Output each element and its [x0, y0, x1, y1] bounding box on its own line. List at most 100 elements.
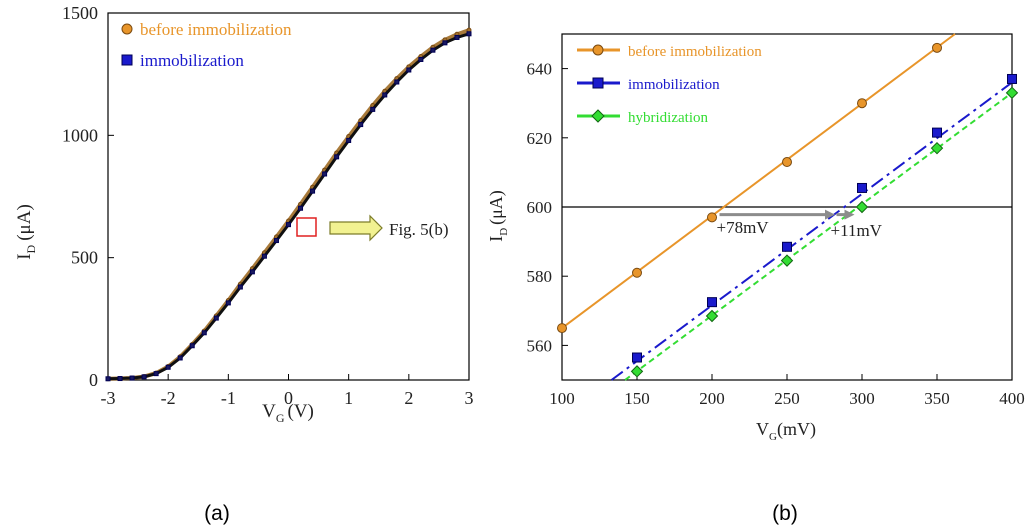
fit-line-b-immobilization [610, 81, 1013, 381]
point-a-immobilization-1 [117, 376, 123, 382]
point-a-immobilization-11 [237, 284, 243, 290]
annotation-fig5b: Fig. 5(b) [389, 220, 449, 239]
y-tick-label-b-3: 620 [527, 129, 553, 148]
zoom-box [296, 217, 317, 237]
y-tick-label-a-0: 0 [89, 370, 98, 390]
point-a-immobilization-27 [430, 47, 436, 53]
x-tick-label-b-6: 400 [999, 389, 1025, 408]
point-a-immobilization-5 [165, 364, 171, 370]
point-a-immobilization-20 [346, 137, 352, 143]
x-tick-label-a-5: 2 [404, 388, 413, 408]
y-axis-label-a-unit: (μA) [14, 204, 35, 241]
series-b [557, 33, 1019, 381]
legend-b: before immobilization immobilization hyb… [577, 44, 762, 126]
panel-caption-b: (b) [772, 502, 798, 525]
x-tick-label-b-5: 350 [924, 389, 950, 408]
point-b-immobilization-2 [782, 241, 792, 252]
legend-b-label-before: before immobilization [628, 44, 762, 60]
y-tick-label-a-1: 500 [71, 248, 98, 268]
y-tick-label-b-4: 640 [527, 60, 553, 79]
point-b-hybridization-3 [855, 200, 869, 214]
point-a-immobilization-0 [105, 376, 111, 382]
point-a-immobilization-14 [273, 238, 279, 244]
point-a-immobilization-6 [177, 355, 183, 361]
point-a-immobilization-25 [406, 67, 412, 73]
point-a-immobilization-29 [454, 34, 460, 40]
shift-arrow-0-head [825, 209, 835, 220]
point-a-immobilization-22 [370, 106, 376, 112]
x-tick-label-a-6: 3 [465, 388, 474, 408]
y-tick-label-b-2: 600 [527, 198, 553, 217]
legend-b-marker-hybridization [591, 109, 605, 123]
point-a-immobilization-18 [322, 171, 328, 177]
point-a-immobilization-30 [466, 31, 472, 37]
point-a-immobilization-24 [394, 79, 400, 85]
shift-arrow-1-head [844, 209, 855, 220]
chart-panel-b: 100 150 200 250 300 350 400 560 580 600 620 640 bef… [486, 33, 1025, 525]
y-tick-label-a-2: 1000 [62, 125, 98, 145]
series-line-a-immobilization [107, 32, 470, 381]
shift-arrows [719, 209, 855, 220]
x-tick-label-a-2: -1 [221, 388, 236, 408]
ticks-b: 100 150 200 250 300 350 400 560 580 600 620 640 [527, 60, 1025, 408]
x-tick-label-b-2: 200 [699, 389, 725, 408]
point-a-immobilization-23 [382, 92, 388, 98]
legend-b-marker-before [592, 44, 604, 56]
x-tick-label-a-3: 0 [284, 388, 293, 408]
legend-a-marker-before [121, 23, 133, 35]
point-b-immobilization-5 [1007, 73, 1017, 84]
point-a-immobilization-2 [129, 375, 135, 381]
svg-text:ID(μA): ID (μA) [486, 190, 510, 242]
fit-line-b-hybridization [624, 92, 1013, 381]
point-a-immobilization-10 [225, 300, 231, 306]
legend-a-marker-immobilization [121, 54, 133, 66]
legend-b-marker-immobilization [592, 77, 604, 89]
shift-label-1: +11mV [831, 221, 883, 240]
y-axis-label-a-main: I [14, 253, 35, 259]
legend-b-label-hybridization: hybridization [628, 110, 708, 126]
annotations-b: +78mV +11mV [717, 218, 883, 240]
legend-a: before immobilization immobilization [121, 20, 292, 70]
x-axis-label-b: VG(mV) [756, 419, 816, 443]
point-a-immobilization-28 [442, 40, 448, 46]
point-b-before-5 [932, 42, 942, 53]
point-b-before-4 [857, 98, 867, 109]
x-tick-label-a-0: -3 [101, 388, 116, 408]
point-a-immobilization-16 [298, 205, 304, 211]
annotation-a: Fig. 5(b) [296, 214, 449, 242]
y-axis-label-a: ID (μA) [14, 204, 38, 260]
point-a-immobilization-15 [286, 222, 291, 228]
y-axis-label-b-unit: (μA) [486, 190, 507, 225]
y-axis-label-b-sub: D [498, 228, 510, 236]
point-b-hybridization-5 [1005, 86, 1019, 100]
y-tick-label-a-3: 1500 [62, 3, 98, 23]
legend-b-label-immobilization: immobilization [628, 77, 720, 93]
point-b-hybridization-4 [930, 141, 944, 155]
point-b-before-1 [632, 267, 642, 278]
shift-label-0: +78mV [717, 218, 770, 237]
point-a-immobilization-7 [189, 343, 195, 349]
arrow-icon [329, 214, 383, 242]
point-b-before-2 [707, 212, 717, 223]
x-axis-label-a: VG (V) [262, 401, 314, 425]
x-axis-label-a-main: V [262, 401, 276, 422]
x-axis-label-b-sub: G [769, 431, 777, 443]
point-b-immobilization-3 [857, 182, 867, 193]
y-axis-label-a-sub: D [24, 244, 38, 253]
x-axis-label-a-unit: (V) [288, 401, 314, 422]
y-axis-label-b: ID (μA) [486, 190, 510, 242]
point-a-immobilization-13 [261, 253, 267, 259]
point-a-immobilization-3 [141, 374, 147, 380]
point-b-before-3 [782, 157, 792, 168]
series-line-a-before [107, 28, 470, 381]
y-axis-label-b-main: I [486, 236, 506, 242]
point-a-immobilization-12 [249, 269, 255, 275]
point-a-immobilization-4 [153, 371, 159, 377]
x-tick-label-b-0: 100 [549, 389, 575, 408]
point-b-hybridization-0 [630, 365, 644, 378]
point-b-hybridization-1 [705, 309, 719, 323]
point-b-immobilization-1 [707, 297, 717, 308]
point-a-immobilization-26 [418, 56, 424, 62]
x-axis-label-b-main: V [756, 419, 769, 439]
